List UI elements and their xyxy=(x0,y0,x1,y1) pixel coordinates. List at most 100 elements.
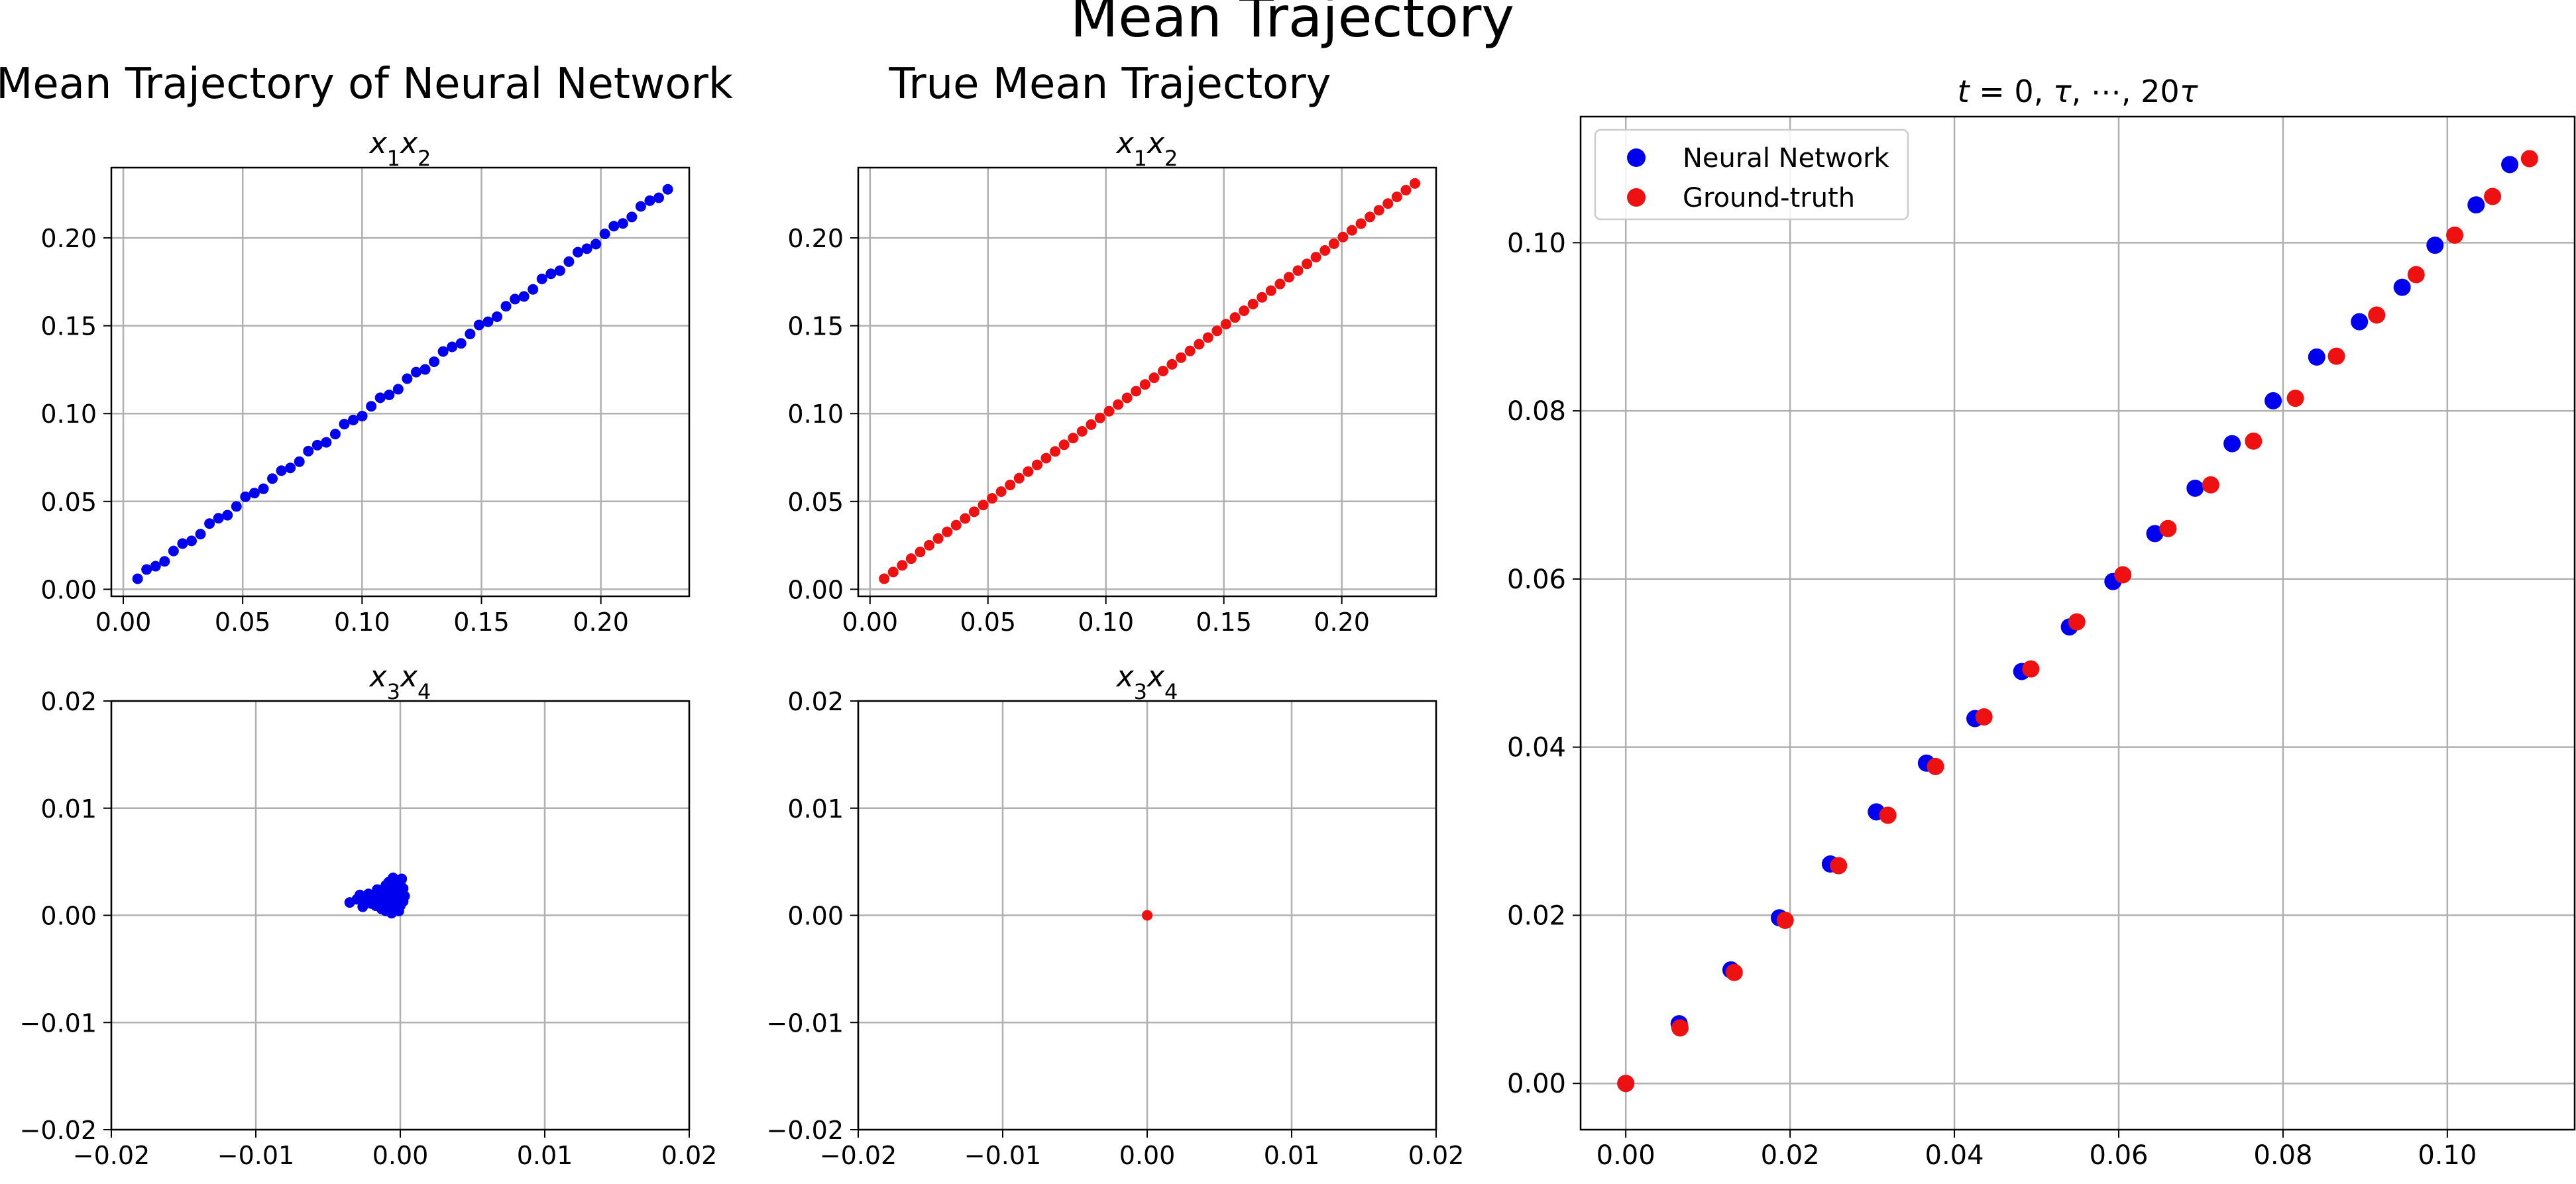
x-tick-label: 0.20 xyxy=(1314,608,1370,637)
data-point xyxy=(995,486,1007,498)
data-point xyxy=(321,437,332,448)
data-point xyxy=(2308,348,2325,366)
data-point xyxy=(887,566,899,578)
data-point xyxy=(392,384,404,395)
data-point xyxy=(1409,178,1420,189)
plot-compare: t = 0, τ, ⋯, 20τ 0.00 0.02 0.04 0.06 0.08 0.10… xyxy=(1507,74,2576,1171)
data-point xyxy=(1005,479,1016,490)
plot-nn-x1x2: x1x2 0.00 0.05 0.10 0.15 0.20 0.00 0.05 0.10 0.15… xyxy=(40,127,691,637)
data-point xyxy=(924,539,935,551)
data-point xyxy=(563,256,575,267)
figure-title: Mean Trajectory xyxy=(1070,0,1514,50)
y-tick-label: 0.15 xyxy=(787,312,844,341)
x-tick-label: 0.06 xyxy=(2089,1140,2148,1171)
data-point xyxy=(204,518,215,529)
data-point xyxy=(2245,432,2263,450)
x-tick-label: 0.02 xyxy=(661,1141,718,1170)
data-point xyxy=(465,329,476,340)
data-point xyxy=(1355,218,1367,229)
data-point xyxy=(285,462,296,474)
y-tick-label: 0.20 xyxy=(787,224,844,253)
data-point xyxy=(1068,433,1079,444)
data-point xyxy=(1121,392,1133,404)
y-tick-label: 0.05 xyxy=(787,488,844,517)
plot-true-x1x2: x1x2 0.00 0.05 0.10 0.15 0.20 0.00 0.05 0.10 0.15… xyxy=(787,127,1437,637)
legend-marker xyxy=(1627,188,1646,207)
data-point xyxy=(1040,453,1052,464)
data-point xyxy=(968,506,980,517)
data-point xyxy=(2520,150,2538,168)
data-point xyxy=(377,901,388,912)
data-point xyxy=(2022,660,2040,678)
data-point xyxy=(978,500,989,511)
data-point xyxy=(518,291,530,302)
data-point xyxy=(1400,184,1412,195)
data-point xyxy=(1086,419,1097,430)
data-point xyxy=(662,184,673,195)
data-point xyxy=(1725,963,1743,981)
data-point xyxy=(2186,479,2204,497)
axes-frame xyxy=(1579,115,2576,1131)
data-point xyxy=(987,493,998,504)
y-tick-label: 0.01 xyxy=(787,794,844,824)
data-point xyxy=(150,561,161,572)
data-point xyxy=(348,414,359,425)
y-tick-label: 0.08 xyxy=(1507,396,1566,427)
data-point xyxy=(1131,386,1142,397)
data-point xyxy=(410,366,421,378)
plot-title: t = 0, τ, ⋯, 20τ xyxy=(1958,74,2198,109)
data-point xyxy=(536,273,547,284)
y-tick-label: 0.00 xyxy=(787,902,844,931)
data-point xyxy=(1176,352,1187,363)
data-point xyxy=(635,201,646,212)
legend-marker xyxy=(1627,148,1646,167)
data-point xyxy=(897,560,908,571)
data-point xyxy=(590,239,602,250)
y-tick-label: 0.06 xyxy=(1507,565,1566,595)
legend-label: Ground-truth xyxy=(1683,183,1855,213)
x-tick-label: 0.01 xyxy=(1264,1141,1320,1170)
data-point xyxy=(339,419,350,430)
data-point xyxy=(581,243,592,254)
data-point xyxy=(2393,278,2411,296)
y-tick-label: 0.10 xyxy=(787,400,844,429)
column-title-nn: Mean Trajectory of Neural Network xyxy=(0,60,733,109)
legend-box xyxy=(1594,129,1909,221)
data-point xyxy=(960,513,971,524)
data-point xyxy=(390,899,402,910)
data-point xyxy=(528,284,539,295)
data-point xyxy=(1265,285,1276,296)
data-point xyxy=(491,311,502,322)
data-point xyxy=(258,483,269,494)
data-point xyxy=(420,364,431,375)
data-point xyxy=(950,519,962,531)
axes-frame xyxy=(857,166,1437,598)
column-title-true: True Mean Trajectory xyxy=(889,60,1331,109)
data-point xyxy=(1050,446,1061,457)
data-point xyxy=(329,429,341,440)
data-point xyxy=(1337,231,1349,242)
data-point xyxy=(132,573,143,584)
data-point xyxy=(905,553,917,565)
data-point xyxy=(1229,312,1241,323)
data-point xyxy=(2368,306,2386,324)
x-tick-label: −0.01 xyxy=(217,1141,294,1170)
data-point xyxy=(554,265,565,276)
data-point xyxy=(1113,399,1124,410)
data-point xyxy=(141,564,152,575)
data-point xyxy=(437,346,449,357)
plot-true-x3x4: x3x4 −0.02 −0.01 0.00 0.01 0.02 −0.02 −0.01 0.00… xyxy=(767,660,1465,1170)
data-point xyxy=(1023,466,1034,477)
data-point xyxy=(168,545,179,557)
data-point xyxy=(366,401,377,412)
data-point xyxy=(2426,237,2444,254)
data-point xyxy=(1373,205,1384,216)
data-point xyxy=(2068,613,2086,631)
data-point xyxy=(231,501,242,512)
data-point xyxy=(195,529,206,540)
data-point xyxy=(455,338,467,349)
axes-frame xyxy=(110,700,691,1131)
data-point xyxy=(1310,252,1321,263)
plot-title: x3x4 xyxy=(1115,660,1178,704)
